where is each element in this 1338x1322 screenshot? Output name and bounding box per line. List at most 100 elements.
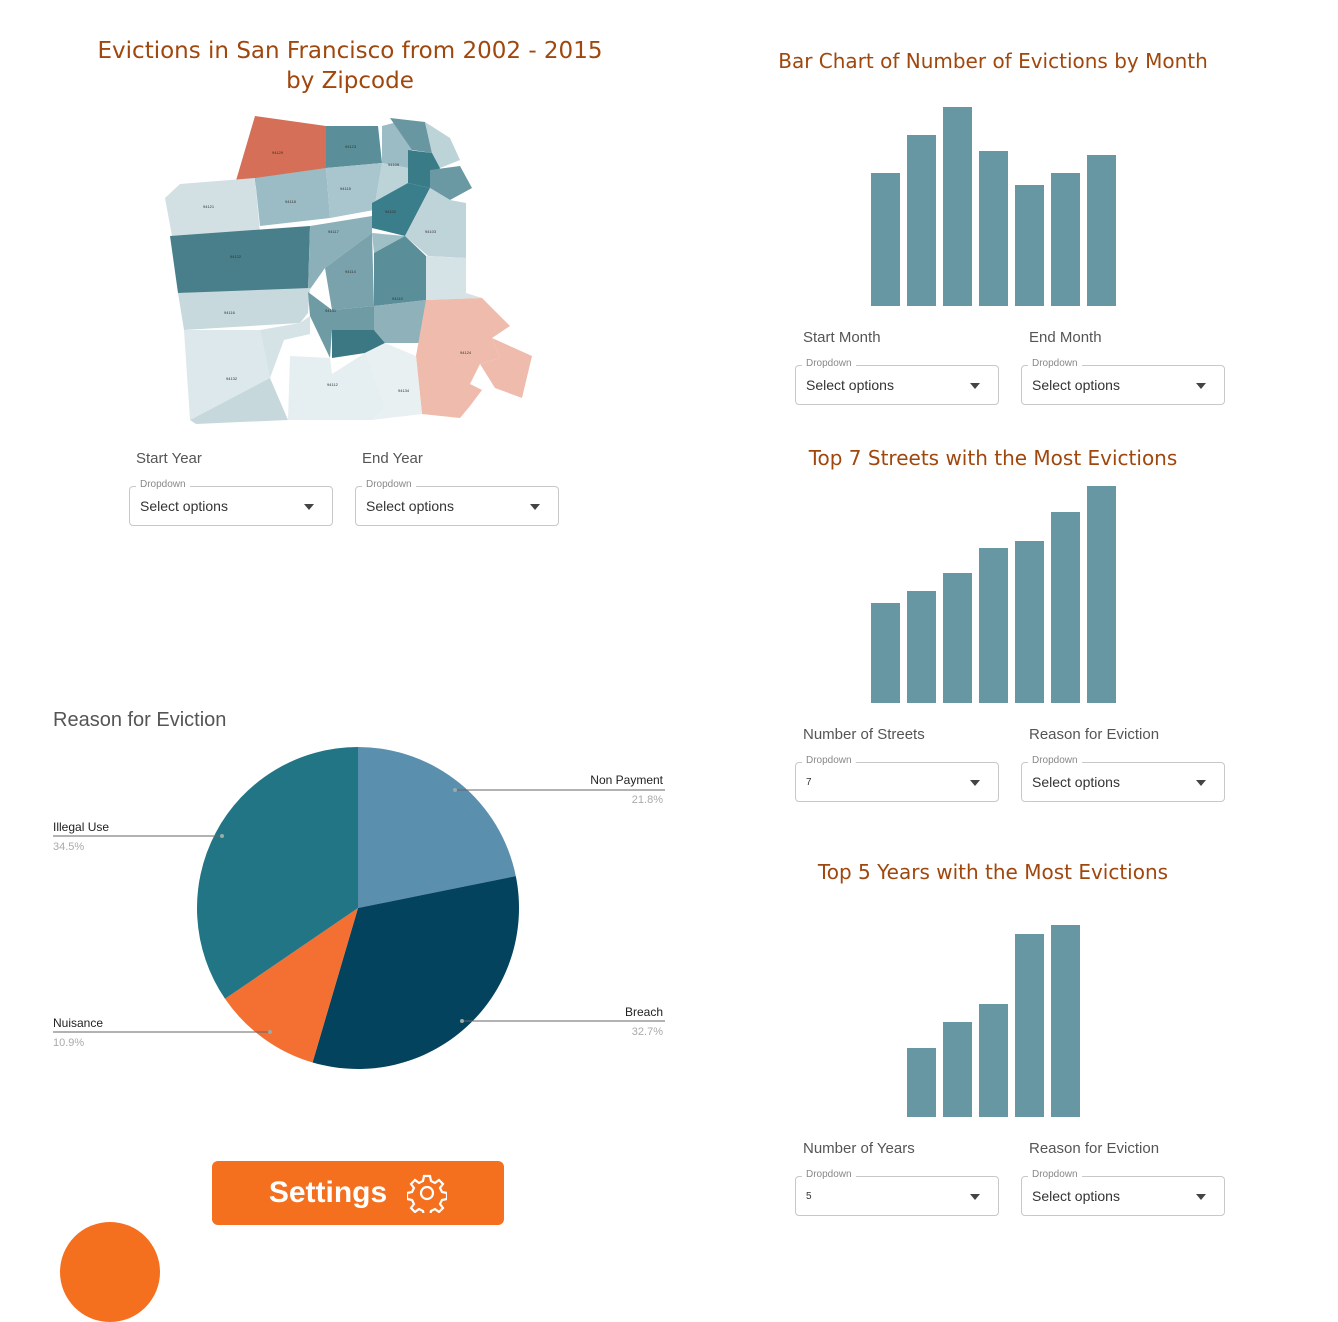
number-of-streets-dropdown[interactable]: Dropdown 7 (795, 755, 999, 802)
bar (979, 1004, 1008, 1117)
bar (943, 1022, 972, 1117)
map-region[interactable] (426, 256, 482, 300)
map-region[interactable] (430, 166, 472, 200)
caret-down-icon (1196, 780, 1206, 786)
map-title: Evictions in San Francisco from 2002 - 2… (60, 36, 640, 96)
svg-text:94132: 94132 (226, 376, 238, 381)
sf-zipcode-map[interactable]: 94129 94123 94109 94121 94118 94115 94102 941… (160, 108, 545, 428)
map-region[interactable] (332, 330, 385, 358)
svg-text:94123: 94123 (345, 144, 357, 149)
map-region[interactable] (308, 216, 372, 292)
dropdown-value: Select options (140, 498, 228, 514)
bar (1051, 925, 1080, 1117)
svg-text:94114: 94114 (345, 269, 357, 274)
gear-icon (407, 1174, 448, 1213)
bar (907, 135, 936, 306)
caret-down-icon (304, 504, 314, 510)
bar (979, 151, 1008, 306)
bar (1087, 155, 1116, 306)
bar (907, 591, 936, 703)
map-region[interactable] (325, 233, 374, 310)
bar (1015, 185, 1044, 306)
map-title-line2: by Zipcode (286, 68, 414, 94)
svg-text:94121: 94121 (203, 204, 215, 209)
number-of-streets-label: Number of Streets (803, 726, 925, 743)
caret-down-icon (970, 780, 980, 786)
map-region[interactable] (326, 163, 382, 218)
bar (1015, 541, 1044, 703)
number-of-years-label: Number of Years (803, 1140, 915, 1157)
dropdown-value: 5 (806, 1191, 812, 1202)
settings-button[interactable]: Settings (212, 1161, 504, 1225)
map-region[interactable] (326, 126, 382, 168)
map-region[interactable] (178, 288, 310, 330)
end-year-dropdown[interactable]: Dropdown Select options (355, 479, 559, 526)
dropdown-legend: Dropdown (802, 755, 856, 766)
svg-text:94115: 94115 (340, 186, 352, 191)
streets-bar-chart (871, 486, 1116, 703)
map-region[interactable] (374, 300, 426, 343)
streets-reason-dropdown[interactable]: Dropdown Select options (1021, 755, 1225, 802)
svg-text:94124: 94124 (460, 350, 472, 355)
map-region[interactable] (374, 236, 426, 306)
pie-percent: 10.9% (53, 1037, 84, 1049)
pie-label: Illegal Use (53, 820, 109, 834)
dropdown-legend: Dropdown (802, 1169, 856, 1180)
bar (943, 573, 972, 703)
map-region[interactable] (308, 292, 374, 358)
svg-text:94112: 94112 (327, 382, 339, 387)
map-region[interactable] (170, 226, 310, 293)
dropdown-value: Select options (366, 498, 454, 514)
bar (1015, 934, 1044, 1117)
dropdown-legend: Dropdown (1028, 1169, 1082, 1180)
settings-label: Settings (268, 1176, 388, 1209)
map-region[interactable] (425, 122, 460, 168)
bar (943, 107, 972, 306)
years-chart-title: Top 5 Years with the Most Evictions (817, 860, 1169, 884)
map-region[interactable] (365, 343, 422, 420)
streets-chart-title: Top 7 Streets with the Most Evictions (808, 446, 1178, 470)
end-year-label: End Year (362, 450, 423, 467)
map-region[interactable] (184, 330, 270, 420)
start-month-dropdown[interactable]: Dropdown Select options (795, 358, 999, 405)
pie-label: Breach (625, 1005, 663, 1019)
end-month-label: End Month (1029, 329, 1102, 346)
floating-action-circle[interactable] (60, 1222, 160, 1322)
bar (979, 548, 1008, 703)
svg-text:94117: 94117 (328, 229, 340, 234)
map-region[interactable] (165, 178, 260, 236)
bar (871, 173, 900, 306)
map-region[interactable] (372, 183, 430, 236)
svg-text:94110: 94110 (392, 296, 404, 301)
map-region[interactable] (288, 346, 385, 420)
month-bar-chart (871, 107, 1116, 306)
bar (1051, 173, 1080, 306)
map-region[interactable] (235, 116, 326, 186)
map-region[interactable] (260, 316, 310, 378)
map-region[interactable] (405, 188, 466, 258)
leader-dot (268, 1030, 272, 1034)
map-title-line1: Evictions in San Francisco from 2002 - 2… (97, 38, 603, 64)
dropdown-value: 7 (806, 777, 812, 788)
dropdown-legend: Dropdown (136, 479, 190, 490)
caret-down-icon (970, 1194, 980, 1200)
svg-text:94103: 94103 (425, 229, 437, 234)
svg-text:94134: 94134 (398, 388, 410, 393)
dropdown-value: Select options (806, 377, 894, 393)
map-region[interactable] (372, 233, 405, 253)
map-region[interactable] (480, 338, 532, 398)
pie-percent: 34.5% (53, 841, 84, 853)
map-region[interactable] (190, 378, 288, 424)
end-month-dropdown[interactable]: Dropdown Select options (1021, 358, 1225, 405)
years-reason-label: Reason for Eviction (1029, 1140, 1160, 1157)
map-region[interactable] (255, 168, 330, 226)
years-bar-chart (907, 925, 1080, 1117)
pie-slice (358, 747, 516, 908)
map-region[interactable] (390, 118, 432, 153)
number-of-years-dropdown[interactable]: Dropdown 5 (795, 1169, 999, 1216)
start-year-dropdown[interactable]: Dropdown Select options (129, 479, 333, 526)
map-region[interactable] (416, 298, 510, 418)
svg-text:94109: 94109 (388, 162, 400, 167)
caret-down-icon (970, 383, 980, 389)
years-reason-dropdown[interactable]: Dropdown Select options (1021, 1169, 1225, 1216)
